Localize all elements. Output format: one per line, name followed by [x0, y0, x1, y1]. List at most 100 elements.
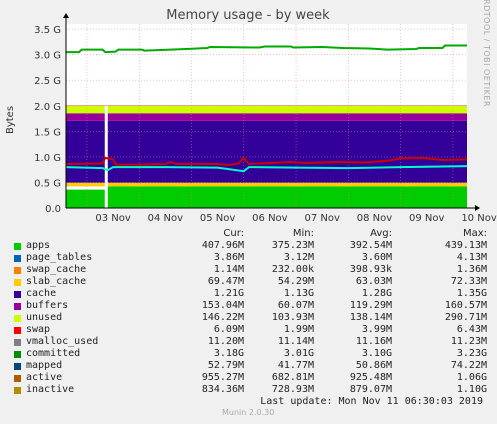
legend-swatch	[14, 255, 21, 262]
x-tick-label: 03 Nov	[95, 213, 131, 224]
legend-value-cur: 11.20M	[207, 336, 244, 347]
legend-value-cur: 6.09M	[213, 324, 244, 335]
legend-swatch	[14, 375, 21, 382]
legend-value-cur: 1.21G	[213, 288, 244, 299]
legend-series-name: swap_cache	[26, 264, 87, 275]
legend-header-cur: Cur:	[223, 228, 244, 239]
legend-series-name: cache	[26, 288, 57, 299]
legend-value-cur: 407.96M	[201, 240, 244, 251]
y-tick-label: 0.5 G	[34, 178, 61, 189]
legend-value-cur: 1.14M	[213, 264, 244, 275]
y-tick-label: 3.0 G	[34, 51, 61, 62]
y-tick-label: 2.5 G	[34, 76, 61, 87]
y-tick-label: 2.0 G	[34, 102, 61, 113]
legend-value-min: 3.12M	[283, 252, 314, 263]
legend-value-max: 160.57M	[444, 300, 487, 311]
legend-row-inactive: inactive 834.36M 728.93M 879.07M 1.10G	[0, 384, 497, 396]
legend-value-cur: 153.04M	[201, 300, 244, 311]
legend-value-avg: 3.99M	[361, 324, 392, 335]
y-tick-label: 1.0 G	[34, 153, 61, 164]
legend-series-name: mapped	[26, 360, 63, 371]
legend-row-apps: apps 407.96M 375.23M 392.54M 439.13M	[0, 240, 497, 252]
legend-row-mapped: mapped 52.79M 41.77M 50.86M 74.22M	[0, 360, 497, 372]
legend-value-min: 3.01G	[283, 348, 314, 359]
chart-title: Memory usage - by week	[166, 8, 330, 23]
legend-value-avg: 11.16M	[355, 336, 392, 347]
legend-value-max: 290.71M	[444, 312, 487, 323]
legend-value-cur: 3.18G	[213, 348, 244, 359]
legend-value-max: 11.23M	[450, 336, 487, 347]
x-tick-label: 05 Nov	[200, 213, 236, 224]
legend-series-name: vmalloc_used	[26, 336, 99, 347]
x-tick-label: 04 Nov	[148, 213, 184, 224]
legend-value-max: 1.10G	[456, 384, 487, 395]
legend-value-max: 1.35G	[456, 288, 487, 299]
legend-value-min: 54.29M	[277, 276, 314, 287]
y-tick-label: 1.5 G	[34, 127, 61, 138]
data-gap	[104, 105, 108, 208]
legend-value-min: 41.77M	[277, 360, 314, 371]
legend-value-max: 1.06G	[456, 372, 487, 383]
legend-value-min: 103.93M	[271, 312, 314, 323]
legend-row-swap-cache: swap_cache 1.14M 232.00k 398.93k 1.36M	[0, 264, 497, 276]
x-tick-label: 10 Nov	[461, 213, 497, 224]
legend-swatch	[14, 387, 21, 394]
legend-value-min: 375.23M	[271, 240, 314, 251]
y-tick-label: 0.0	[45, 204, 61, 215]
legend-series-name: unused	[26, 312, 63, 323]
side-watermark: RRDTOOL / TOBI OETIKER	[482, 0, 491, 107]
legend-series-name: inactive	[26, 384, 75, 395]
y-axis-label: Bytes	[5, 106, 16, 134]
x-axis-arrow	[475, 205, 480, 211]
legend-value-avg: 1.28G	[361, 288, 392, 299]
legend-swatch	[14, 243, 21, 250]
legend-value-avg: 63.03M	[355, 276, 392, 287]
legend-value-avg: 398.93k	[349, 264, 392, 275]
legend-value-avg: 879.07M	[349, 384, 392, 395]
legend-value-avg: 50.86M	[355, 360, 392, 371]
legend-value-cur: 834.36M	[201, 384, 244, 395]
legend-value-cur: 955.27M	[201, 372, 244, 383]
line-committed	[66, 44, 467, 54]
legend-row-slab-cache: slab_cache 69.47M 54.29M 63.03M 72.33M	[0, 276, 497, 288]
legend-swatch	[14, 315, 21, 322]
legend-series-name: active	[26, 372, 63, 383]
legend-value-max: 439.13M	[444, 240, 487, 251]
legend-header-avg: Avg:	[370, 228, 392, 239]
legend-value-max: 72.33M	[450, 276, 487, 287]
legend-swatch	[14, 351, 21, 358]
legend-value-min: 1.13G	[283, 288, 314, 299]
legend-row-committed: committed 3.18G 3.01G 3.10G 3.23G	[0, 348, 497, 360]
legend-header-min: Min:	[292, 228, 314, 239]
legend-series-name: buffers	[26, 300, 69, 311]
legend-value-min: 1.99M	[283, 324, 314, 335]
legend-swatch	[14, 267, 21, 274]
legend-header: Cur: Min: Avg: Max:	[0, 228, 497, 240]
x-tick-label: 06 Nov	[252, 213, 288, 224]
last-update: Last update: Mon Nov 11 06:30:03 2019	[260, 396, 483, 407]
legend-swatch	[14, 279, 21, 286]
x-tick-label: 09 Nov	[409, 213, 445, 224]
legend-value-min: 11.14M	[277, 336, 314, 347]
legend-swatch	[14, 291, 21, 298]
y-tick-label: 3.5 G	[34, 25, 61, 36]
legend-value-avg: 3.60M	[361, 252, 392, 263]
memory-chart: Memory usage - by week Bytes RRDTOOL / T…	[5, 0, 497, 224]
legend-swatch	[14, 339, 21, 346]
legend-series-name: apps	[26, 240, 51, 251]
area-apps	[66, 186, 467, 208]
legend-value-max: 4.13M	[456, 252, 487, 263]
y-axis-arrow	[63, 13, 69, 18]
legend-value-cur: 52.79M	[207, 360, 244, 371]
legend-value-min: 60.07M	[277, 300, 314, 311]
legend-value-avg: 119.29M	[349, 300, 392, 311]
legend-value-cur: 69.47M	[207, 276, 244, 287]
legend-series-name: swap	[26, 324, 51, 335]
area-buffers	[66, 113, 467, 121]
legend-value-avg: 925.48M	[349, 372, 392, 383]
legend-row-active: active 955.27M 682.81M 925.48M 1.06G	[0, 372, 497, 384]
legend-swatch	[14, 303, 21, 310]
area-slab-cache	[66, 182, 467, 187]
area-unused	[66, 105, 467, 114]
legend-series-name: page_tables	[26, 252, 93, 263]
